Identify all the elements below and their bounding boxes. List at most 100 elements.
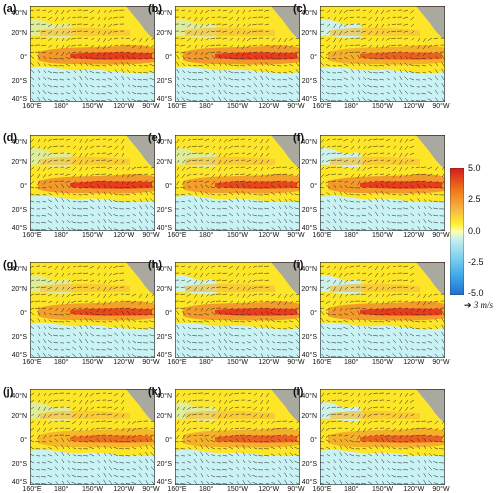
maximum-anomaly-core xyxy=(70,435,152,442)
latitude-label: 20°S xyxy=(289,78,317,85)
latitude-label: 0° xyxy=(289,437,317,444)
latitude-label: 40°S xyxy=(144,96,172,103)
maximum-anomaly-core xyxy=(215,308,297,315)
longitude-label: 180° xyxy=(199,486,213,493)
latitude-label: 20°N xyxy=(0,30,27,37)
longitude-label: 160°E xyxy=(312,486,331,493)
longitude-label: 150°W xyxy=(372,103,393,110)
longitude-label: 90°W xyxy=(432,486,449,493)
longitude-label: 180° xyxy=(344,232,358,239)
latitude-label: 0° xyxy=(0,437,27,444)
longitude-label: 180° xyxy=(199,359,213,366)
longitude-label: 120°W xyxy=(258,232,279,239)
longitude-label: 180° xyxy=(54,103,68,110)
latitude-label: 20°N xyxy=(144,159,172,166)
vector-unit-label: ➔ 3 m/s xyxy=(464,300,493,311)
longitude-label: 90°W xyxy=(142,103,159,110)
map-panel xyxy=(30,135,155,231)
arrow-icon: ➔ xyxy=(464,300,472,310)
longitude-label: 120°W xyxy=(113,486,134,493)
latitude-label: 0° xyxy=(144,437,172,444)
latitude-label: 0° xyxy=(289,183,317,190)
latitude-label: 40°S xyxy=(289,96,317,103)
longitude-label: 120°W xyxy=(113,103,134,110)
latitude-label: 20°S xyxy=(0,461,27,468)
latitude-label: 0° xyxy=(0,183,27,190)
longitude-label: 120°W xyxy=(403,486,424,493)
latitude-label: 20°N xyxy=(289,413,317,420)
longitude-label: 160°E xyxy=(312,103,331,110)
longitude-label: 120°W xyxy=(113,232,134,239)
longitude-label: 160°E xyxy=(312,359,331,366)
latitude-label: 0° xyxy=(0,54,27,61)
longitude-label: 120°W xyxy=(403,359,424,366)
unit-text: 3 m/s xyxy=(474,300,493,310)
latitude-label: 0° xyxy=(0,310,27,317)
map-panel xyxy=(175,262,300,358)
latitude-label: 0° xyxy=(289,54,317,61)
latitude-label: 20°S xyxy=(144,461,172,468)
longitude-label: 180° xyxy=(344,103,358,110)
map-panel xyxy=(320,135,445,231)
latitude-label: 40°S xyxy=(0,352,27,359)
latitude-label: 20°N xyxy=(0,286,27,293)
longitude-label: 180° xyxy=(344,486,358,493)
latitude-label: 0° xyxy=(144,183,172,190)
latitude-label: 40°S xyxy=(0,225,27,232)
map-panel xyxy=(30,6,155,102)
longitude-label: 90°W xyxy=(432,232,449,239)
longitude-label: 150°W xyxy=(227,103,248,110)
longitude-label: 120°W xyxy=(113,359,134,366)
longitude-label: 180° xyxy=(54,359,68,366)
latitude-label: 20°N xyxy=(144,413,172,420)
longitude-label: 150°W xyxy=(82,486,103,493)
longitude-label: 160°E xyxy=(22,103,41,110)
longitude-label: 150°W xyxy=(372,359,393,366)
longitude-label: 150°W xyxy=(82,232,103,239)
latitude-label: 40°S xyxy=(144,479,172,486)
longitude-label: 160°E xyxy=(22,359,41,366)
maximum-anomaly-core xyxy=(70,181,152,188)
latitude-label: 40°N xyxy=(144,266,172,273)
longitude-label: 90°W xyxy=(142,232,159,239)
longitude-label: 150°W xyxy=(227,359,248,366)
latitude-label: 20°N xyxy=(144,286,172,293)
latitude-label: 20°S xyxy=(144,207,172,214)
latitude-label: 40°N xyxy=(289,139,317,146)
map-panel xyxy=(320,389,445,485)
latitude-label: 40°S xyxy=(144,225,172,232)
colorbar-tick: 0.0 xyxy=(468,226,481,236)
latitude-label: 0° xyxy=(144,54,172,61)
longitude-label: 180° xyxy=(54,232,68,239)
latitude-label: 20°N xyxy=(144,30,172,37)
map-panel xyxy=(175,389,300,485)
colorbar-tick: 5.0 xyxy=(468,163,481,173)
map-panel xyxy=(30,262,155,358)
latitude-label: 20°N xyxy=(289,30,317,37)
map-panel xyxy=(320,262,445,358)
longitude-label: 160°E xyxy=(167,232,186,239)
latitude-label: 40°N xyxy=(0,266,27,273)
longitude-label: 120°W xyxy=(403,103,424,110)
longitude-label: 150°W xyxy=(227,486,248,493)
map-panel xyxy=(175,135,300,231)
longitude-label: 150°W xyxy=(82,103,103,110)
latitude-label: 40°S xyxy=(144,352,172,359)
latitude-label: 20°N xyxy=(0,159,27,166)
latitude-label: 20°S xyxy=(144,78,172,85)
longitude-label: 120°W xyxy=(258,359,279,366)
longitude-label: 160°E xyxy=(22,486,41,493)
latitude-label: 0° xyxy=(144,310,172,317)
longitude-label: 150°W xyxy=(372,232,393,239)
longitude-label: 180° xyxy=(199,232,213,239)
latitude-label: 40°N xyxy=(144,10,172,17)
latitude-label: 20°S xyxy=(289,461,317,468)
colorbar-tick: -5.0 xyxy=(468,288,484,298)
longitude-label: 150°W xyxy=(227,232,248,239)
longitude-label: 180° xyxy=(199,103,213,110)
longitude-label: 90°W xyxy=(287,232,304,239)
longitude-label: 160°E xyxy=(167,103,186,110)
colorbar xyxy=(450,168,464,295)
latitude-label: 40°S xyxy=(289,479,317,486)
longitude-label: 120°W xyxy=(403,232,424,239)
